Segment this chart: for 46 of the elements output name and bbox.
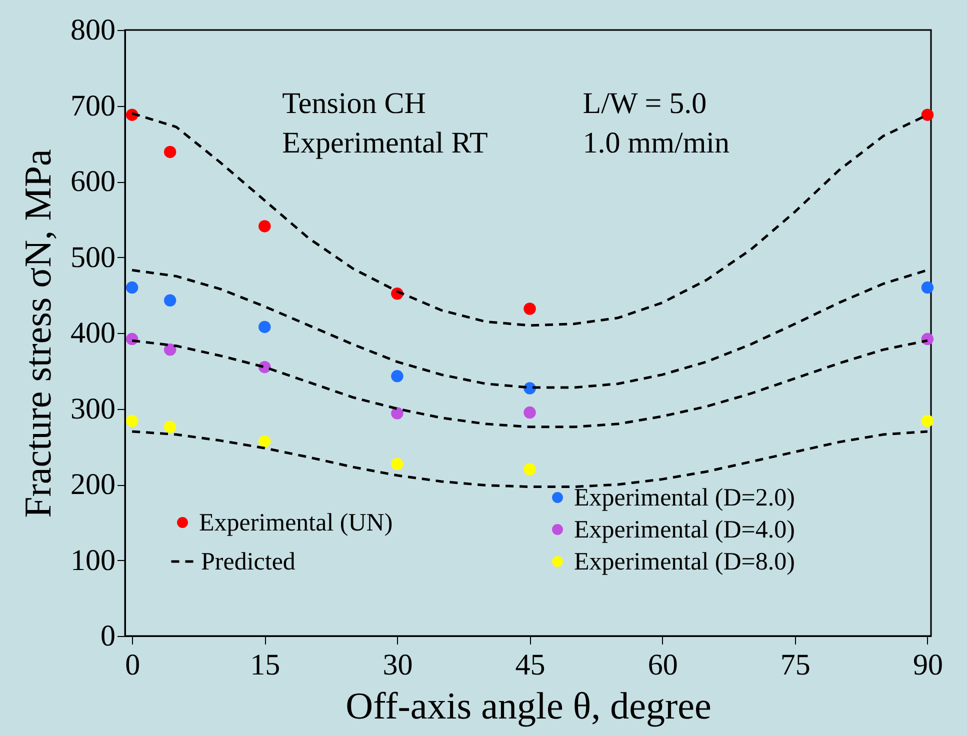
annotation: 1.0 mm/min	[582, 126, 730, 160]
legend-label: Experimental (UN)	[199, 510, 393, 536]
y-tick-label: 600	[70, 165, 116, 198]
x-tick-label: 75	[780, 648, 810, 682]
point	[258, 220, 271, 232]
y-tick-label: 700	[70, 89, 116, 122]
legend-label: Experimental (D=4.0)	[574, 516, 795, 544]
point	[921, 414, 934, 427]
point	[258, 320, 271, 334]
annotation: Tension CH	[282, 86, 426, 120]
annotation: L/W = 5.0	[582, 86, 707, 120]
y-tick-label: 0	[100, 620, 116, 652]
point	[164, 294, 176, 307]
y-tick-label: 800	[70, 14, 116, 46]
x-tick-label: 30	[382, 648, 413, 682]
x-tick-label: 15	[250, 648, 280, 682]
annotation: Experimental RT	[282, 126, 488, 160]
point	[391, 407, 404, 420]
y-axis-title: Fracture stress σN, MPa	[18, 148, 60, 518]
point	[921, 281, 934, 294]
x-tick-label: 0	[125, 648, 140, 682]
y-tick-label: 100	[70, 544, 116, 577]
x-tick-label: 45	[515, 648, 546, 682]
legend-label: Experimental (D=8.0)	[574, 548, 795, 576]
line-series	[130, 430, 929, 488]
x-tick-label: 90	[912, 648, 943, 682]
point	[164, 420, 176, 434]
y-tick-label: 500	[70, 240, 116, 274]
point	[391, 370, 404, 382]
x-axis-title: Off-axis angle θ, degree	[346, 686, 712, 728]
y-tick-label: 300	[70, 392, 116, 426]
point	[164, 344, 176, 356]
point	[126, 414, 138, 427]
point	[126, 281, 138, 294]
point	[164, 146, 176, 158]
point	[524, 463, 536, 476]
point	[391, 458, 404, 470]
point	[921, 108, 934, 121]
y-tick-label: 200	[70, 468, 116, 501]
legend-label: Experimental (D=2.0)	[574, 484, 795, 512]
y-tick-label: 400	[70, 316, 116, 350]
legend-label: Predicted	[201, 548, 296, 576]
point	[258, 435, 271, 448]
x-tick-label: 60	[648, 648, 678, 682]
point	[524, 302, 536, 315]
point	[524, 406, 536, 419]
